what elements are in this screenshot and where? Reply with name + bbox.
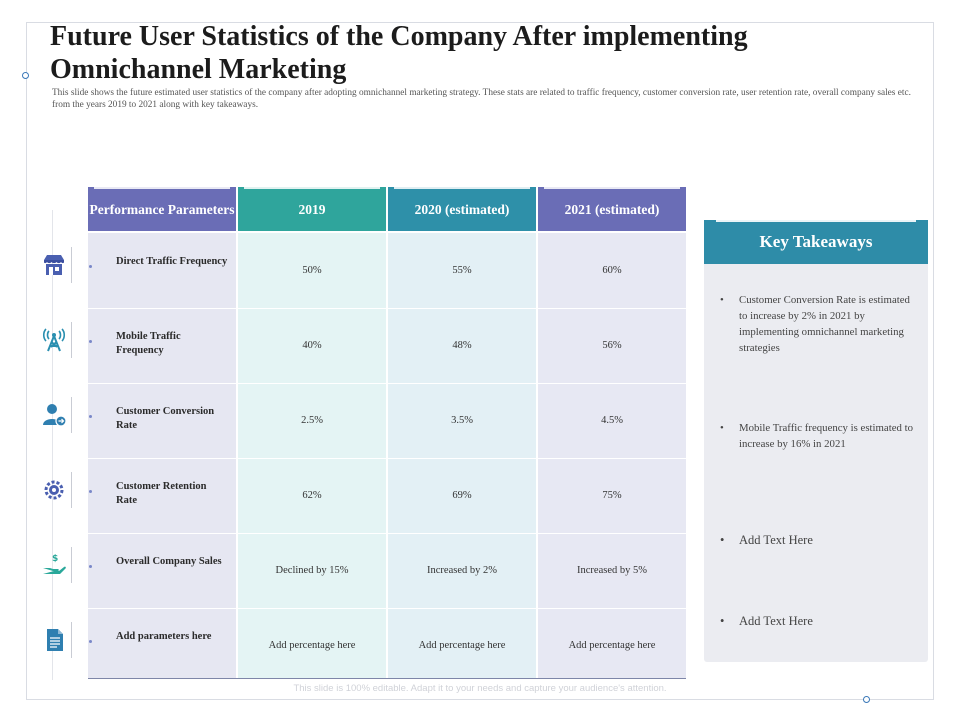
takeaway-item: • Mobile Traffic frequency is estimated t… — [720, 422, 914, 450]
value-cell-2020: Increased by 2% — [427, 565, 497, 576]
header-parameters: Performance Parameters — [88, 185, 236, 231]
icon-separator — [71, 622, 72, 658]
row-bullet — [89, 265, 92, 268]
header-accent-line — [394, 187, 530, 189]
key-takeaways-title: Key Takeaways — [704, 220, 928, 264]
icon-separator — [71, 247, 72, 283]
row-divider — [88, 383, 686, 384]
value-cell-2021: Increased by 5% — [577, 565, 647, 576]
row-bullet — [89, 640, 92, 643]
value-cell-2019: 2.5% — [301, 415, 323, 426]
key-takeaways-accent-line — [716, 220, 916, 222]
value-cell-2021: 4.5% — [601, 415, 623, 426]
page-subtitle: This slide shows the future estimated us… — [52, 88, 911, 110]
header-2021: 2021 (estimated) — [538, 185, 686, 231]
value-cell-2021: Add percentage here — [568, 640, 656, 651]
header-accent-line — [544, 187, 680, 189]
value-cell-2021: 60% — [602, 265, 622, 276]
user-conversion-icon — [40, 401, 68, 429]
takeaway-item: • Add Text Here — [720, 614, 813, 628]
row-bullet — [89, 490, 92, 493]
value-cell-2020: 3.5% — [451, 415, 473, 426]
value-cell-2021: 75% — [602, 490, 622, 501]
row-parameter-label: Overall Company Sales — [116, 556, 222, 567]
table-bottom-border — [88, 678, 686, 679]
row-divider — [88, 608, 686, 609]
takeaway-item: • Add Text Here — [720, 533, 813, 547]
col-2021-bg — [538, 233, 686, 678]
value-cell-2020: 55% — [452, 265, 472, 276]
key-takeaways-panel: Key Takeaways • Customer Conversion Rate … — [704, 220, 928, 662]
value-cell-2019: Declined by 15% — [275, 565, 349, 576]
retention-gear-icon — [40, 476, 68, 504]
icon-separator — [71, 322, 72, 358]
frame-corner-dot — [22, 72, 29, 79]
param-column-bg — [88, 233, 236, 678]
svg-text:$: $ — [52, 554, 58, 564]
icon-separator — [71, 472, 72, 508]
icon-separator — [71, 547, 72, 583]
icon-separator — [71, 397, 72, 433]
icon-column-guide — [52, 210, 88, 680]
value-cell-2020: 48% — [452, 340, 472, 351]
statistics-table: Performance Parameters 2019 2020 (estima… — [88, 185, 686, 679]
row-parameter-label: Customer Retention Rate — [116, 481, 207, 506]
slide-frame — [26, 22, 934, 700]
row-parameter-label: Customer Conversion Rate — [116, 406, 215, 431]
header-2019: 2019 — [238, 185, 386, 231]
store-icon — [40, 251, 68, 279]
value-cell-2020: 69% — [452, 490, 472, 501]
col-2020-bg — [388, 233, 536, 678]
page-title: Future User Statistics of the Company Af… — [50, 21, 748, 85]
takeaway-item: • Customer Conversion Rate is estimated t… — [720, 294, 910, 354]
row-divider — [88, 308, 686, 309]
value-cell-2020: Add percentage here — [418, 640, 506, 651]
footer-note: This slide is 100% editable. Adapt it to… — [293, 683, 667, 694]
document-icon — [40, 626, 68, 654]
col-2019-bg — [238, 233, 386, 678]
value-cell-2021: 56% — [602, 340, 622, 351]
frame-corner-dot — [863, 696, 870, 703]
value-cell-2019: 40% — [302, 340, 322, 351]
row-divider — [88, 458, 686, 459]
hand-money-icon: $ — [40, 551, 68, 579]
row-parameter-label: Mobile Traffic Frequency — [116, 331, 181, 356]
row-bullet — [89, 565, 92, 568]
row-parameter-label: Direct Traffic Frequency — [116, 256, 228, 267]
header-accent-line — [244, 187, 380, 189]
row-parameter-label: Add parameters here — [116, 631, 212, 642]
value-cell-2019: 50% — [302, 265, 322, 276]
header-2020: 2020 (estimated) — [388, 185, 536, 231]
row-bullet — [89, 415, 92, 418]
row-divider — [88, 533, 686, 534]
value-cell-2019: 62% — [302, 490, 322, 501]
signal-tower-icon — [40, 326, 68, 354]
row-bullet — [89, 340, 92, 343]
header-accent-line — [94, 187, 230, 189]
value-cell-2019: Add percentage here — [268, 640, 356, 651]
